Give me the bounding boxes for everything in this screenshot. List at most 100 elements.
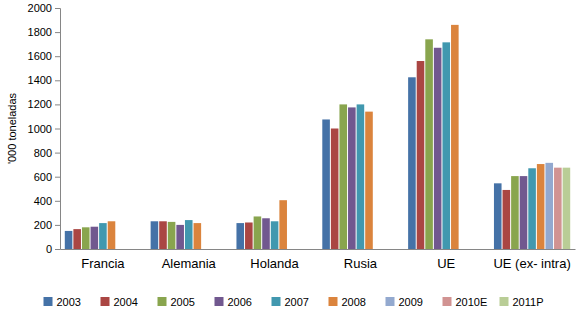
bar (151, 221, 159, 249)
legend-label: 2006 (228, 296, 252, 308)
bar (176, 225, 184, 249)
legend-item: 2011P (500, 296, 544, 308)
legend: 2003 2004 2005 2006 2007 2008 2009 2010E 2011P (44, 296, 544, 308)
bar (545, 163, 553, 249)
legend-item: 2006 (215, 296, 252, 308)
bar (108, 221, 116, 249)
y-tick-mark (55, 56, 60, 57)
y-tick-label: 400 (34, 195, 52, 207)
bar (194, 223, 202, 249)
bar (339, 104, 347, 249)
bar (511, 176, 519, 249)
y-tick-label: 1000 (28, 123, 52, 135)
legend-item: 2005 (158, 296, 195, 308)
legend-label: 2003 (57, 296, 81, 308)
y-tick-label: 2000 (28, 2, 52, 14)
bar (168, 222, 176, 249)
bar (322, 119, 330, 249)
bar (348, 107, 356, 249)
y-tick-mark (55, 8, 60, 9)
y-tick-label: 1200 (28, 98, 52, 110)
legend-swatch (500, 297, 509, 306)
x-tick: Rusia (344, 249, 378, 271)
bar (442, 42, 450, 249)
y-tick-label: 200 (34, 219, 52, 231)
bars (65, 25, 570, 249)
y-tick-mark (55, 104, 60, 105)
bar (520, 176, 528, 249)
bar (99, 223, 107, 249)
y-tick: 2000 (28, 2, 60, 14)
y-tick: 1400 (28, 74, 60, 86)
legend-item: 2003 (44, 296, 81, 308)
y-tick-label: 1600 (28, 50, 52, 62)
x-tick: UE (437, 249, 455, 271)
bar (91, 227, 99, 249)
legend-label: 2007 (285, 296, 309, 308)
x-axis: Francia Alemania Holanda Rusia UE UE (ex- int… (61, 249, 576, 271)
y-tick: 1600 (28, 50, 60, 62)
y-tick: 200 (34, 219, 60, 231)
y-tick-label: 0 (46, 243, 52, 255)
x-tick-label: Rusia (344, 256, 378, 271)
plot: 0 200 400 600 800 1000 1200 1400 1600 1800 2000 Fra… (28, 2, 576, 271)
y-tick-label: 1400 (28, 74, 52, 86)
chart: 0 200 400 600 800 1000 1200 1400 1600 1800 2000 Fra… (0, 0, 580, 327)
bar (357, 104, 365, 249)
legend-swatch (386, 297, 395, 306)
x-tick-label: UE (437, 256, 455, 271)
legend-swatch (44, 297, 53, 306)
legend-swatch (215, 297, 224, 306)
legend-swatch (272, 297, 281, 306)
legend-label: 2004 (114, 296, 138, 308)
bar (425, 39, 433, 249)
bar (528, 168, 536, 249)
legend-label: 2009 (399, 296, 423, 308)
bar (159, 221, 167, 249)
x-tick: UE (ex- intra) (493, 249, 570, 271)
bar (365, 112, 373, 249)
x-tick-label: Francia (81, 256, 125, 271)
bar (331, 129, 339, 250)
y-tick-mark (55, 129, 60, 130)
y-tick-label: 600 (34, 171, 52, 183)
bar (451, 25, 459, 249)
x-tick: Alemania (162, 249, 217, 271)
bar (82, 227, 90, 249)
y-tick: 600 (34, 171, 60, 183)
x-tick: Holanda (250, 249, 299, 271)
bar (279, 200, 287, 249)
legend-swatch (158, 297, 167, 306)
y-axis-line (55, 9, 61, 250)
y-tick-mark (55, 32, 60, 33)
bar (417, 61, 425, 249)
x-tick-label: Alemania (162, 256, 217, 271)
legend-label: 2005 (171, 296, 195, 308)
y-tick-label: 1800 (28, 26, 52, 38)
y-tick-mark (55, 177, 60, 178)
bar (537, 164, 545, 249)
bar (65, 231, 73, 249)
y-tick-mark (55, 201, 60, 202)
y-tick: 800 (34, 147, 60, 159)
legend-item: 2004 (101, 296, 138, 308)
x-tick-label: UE (ex- intra) (493, 256, 570, 271)
bar (236, 223, 244, 249)
y-tick-mark (55, 225, 60, 226)
y-tick: 0 (46, 243, 60, 255)
bar (262, 218, 270, 249)
y-tick: 1000 (28, 123, 60, 135)
legend-label: 2008 (342, 296, 366, 308)
bar (554, 168, 562, 249)
y-tick: 400 (34, 195, 60, 207)
y-tick-mark (55, 249, 60, 250)
legend-item: 2007 (272, 296, 309, 308)
x-axis-line (61, 249, 576, 250)
legend-item: 2009 (386, 296, 423, 308)
x-tick: Francia (81, 249, 125, 271)
bar (563, 168, 571, 249)
bar (434, 48, 442, 249)
bar (245, 222, 253, 249)
y-tick-label: 800 (34, 147, 52, 159)
legend-label: 2010E (456, 296, 488, 308)
